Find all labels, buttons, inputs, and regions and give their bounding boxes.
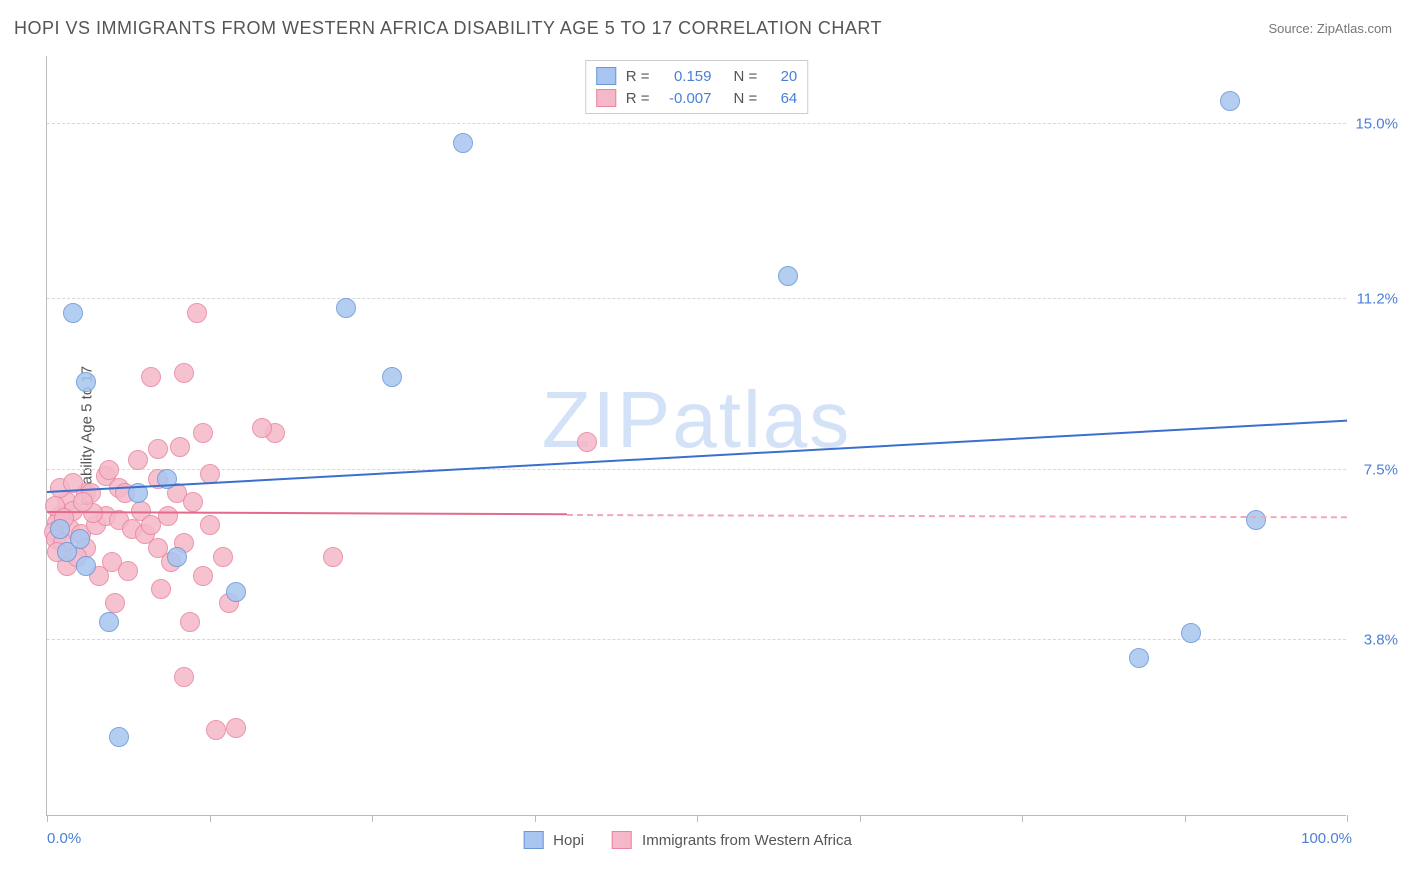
scatter-point [336, 298, 356, 318]
legend-stats: R = 0.159 N = 20 R = -0.007 N = 64 [585, 60, 809, 114]
scatter-point [158, 506, 178, 526]
legend-stats-row: R = -0.007 N = 64 [596, 87, 798, 109]
x-axis-max-label: 100.0% [1301, 830, 1352, 847]
x-axis-min-label: 0.0% [47, 830, 81, 847]
scatter-point [128, 450, 148, 470]
scatter-point [382, 367, 402, 387]
title-bar: HOPI VS IMMIGRANTS FROM WESTERN AFRICA D… [14, 18, 1392, 39]
watermark: ZIPatlas [542, 374, 851, 466]
scatter-point [453, 133, 473, 153]
legend-stats-row: R = 0.159 N = 20 [596, 65, 798, 87]
legend-swatch [523, 831, 543, 849]
scatter-point [1220, 91, 1240, 111]
trendline [567, 514, 1347, 518]
legend-R-label: R = [626, 68, 650, 85]
scatter-point [323, 547, 343, 567]
scatter-point [1181, 623, 1201, 643]
scatter-point [170, 437, 190, 457]
scatter-point [200, 515, 220, 535]
watermark-zip: ZIP [542, 375, 672, 464]
scatter-point [151, 579, 171, 599]
legend-series-name: Hopi [553, 832, 584, 849]
scatter-point [187, 303, 207, 323]
scatter-point [252, 418, 272, 438]
x-tick [1185, 815, 1186, 822]
gridline [47, 639, 1346, 640]
scatter-point [193, 423, 213, 443]
x-tick [47, 815, 48, 822]
legend-swatch [596, 67, 616, 85]
scatter-point [99, 612, 119, 632]
y-tick-label: 7.5% [1364, 461, 1398, 478]
scatter-point [50, 519, 70, 539]
legend-R-value: 0.159 [660, 68, 712, 85]
x-tick [535, 815, 536, 822]
legend-swatch [596, 89, 616, 107]
scatter-point [70, 529, 90, 549]
gridline [47, 298, 1346, 299]
scatter-point [63, 303, 83, 323]
gridline [47, 469, 1346, 470]
y-tick-label: 3.8% [1364, 631, 1398, 648]
scatter-point [1129, 648, 1149, 668]
scatter-point [193, 566, 213, 586]
scatter-point [167, 547, 187, 567]
legend-N-value: 64 [767, 90, 797, 107]
y-tick-label: 11.2% [1357, 291, 1398, 308]
x-tick [697, 815, 698, 822]
legend-series: Hopi Immigrants from Western Africa [523, 831, 870, 849]
chart-title: HOPI VS IMMIGRANTS FROM WESTERN AFRICA D… [14, 18, 882, 39]
y-tick-label: 15.0% [1355, 116, 1398, 133]
scatter-point [174, 667, 194, 687]
scatter-point [226, 582, 246, 602]
scatter-point [183, 492, 203, 512]
legend-R-value: -0.007 [660, 90, 712, 107]
scatter-point [778, 266, 798, 286]
scatter-point [1246, 510, 1266, 530]
scatter-point [76, 372, 96, 392]
x-tick [372, 815, 373, 822]
scatter-point [109, 727, 129, 747]
scatter-point [118, 561, 138, 581]
trendline [47, 419, 1347, 492]
scatter-point [180, 612, 200, 632]
legend-N-label: N = [734, 90, 758, 107]
scatter-point [99, 460, 119, 480]
legend-swatch [612, 831, 632, 849]
scatter-point [76, 556, 96, 576]
legend-N-label: N = [734, 68, 758, 85]
x-tick [1347, 815, 1348, 822]
x-tick [1022, 815, 1023, 822]
x-tick [860, 815, 861, 822]
scatter-point [141, 367, 161, 387]
scatter-point [577, 432, 597, 452]
scatter-point [213, 547, 233, 567]
legend-N-value: 20 [767, 68, 797, 85]
legend-series-name: Immigrants from Western Africa [642, 832, 852, 849]
scatter-point [73, 492, 93, 512]
scatter-point [174, 363, 194, 383]
x-tick [210, 815, 211, 822]
legend-R-label: R = [626, 90, 650, 107]
scatter-point [105, 593, 125, 613]
scatter-point [226, 718, 246, 738]
scatter-point [206, 720, 226, 740]
gridline [47, 123, 1346, 124]
plot-area: Disability Age 5 to 17 ZIPatlas 0.0% 100… [46, 56, 1346, 816]
source-label: Source: ZipAtlas.com [1268, 21, 1392, 36]
scatter-point [148, 439, 168, 459]
